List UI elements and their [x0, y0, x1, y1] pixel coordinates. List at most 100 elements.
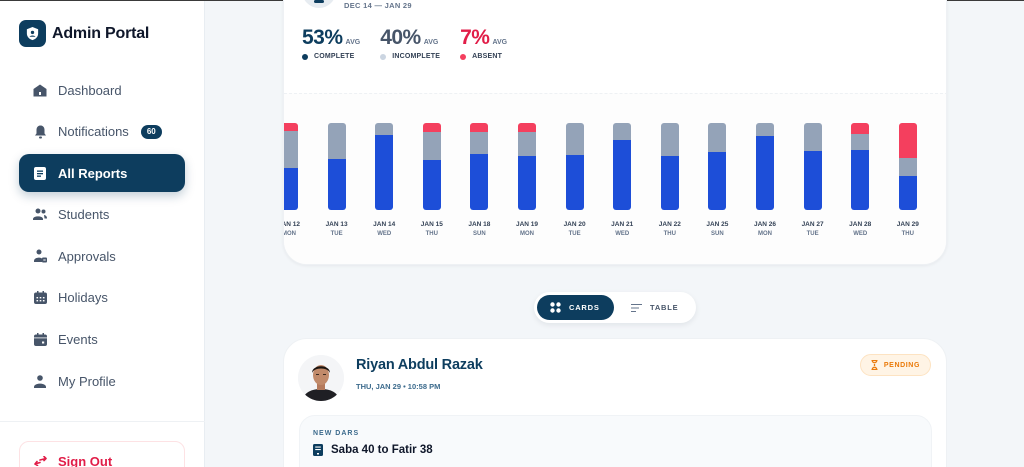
bar-day-label: THU [663, 231, 676, 237]
table-view-label: TABLE [650, 303, 679, 312]
bar-date-label: JAN 18 [468, 221, 491, 228]
bar-day-label: SUN [711, 231, 724, 237]
bar-segment-incomplete [470, 131, 489, 155]
stat-label: ABSENT [472, 53, 503, 60]
brand-title: Admin Portal [52, 24, 150, 42]
sidebar-divider [0, 421, 205, 422]
bar-segment-absent [898, 123, 917, 158]
stacked-bar[interactable] [518, 123, 536, 210]
bar-segment-incomplete [803, 123, 822, 151]
bar-date-label: JAN 13 [325, 221, 348, 228]
bar-segment-incomplete [898, 157, 917, 177]
bar-day-label: TUE [806, 231, 819, 237]
sidebar-item-label: All Reports [58, 165, 128, 181]
list-icon [631, 303, 642, 312]
bar-date-label: JAN 21 [611, 221, 634, 228]
sidebar-nav: Dashboard Notifications 60 All Reports S… [19, 71, 185, 404]
sidebar-item-approvals[interactable]: Approvals [19, 237, 185, 275]
stacked-bar[interactable] [565, 123, 584, 210]
bar-segment-absent [518, 123, 536, 132]
stacked-bar[interactable] [756, 123, 774, 210]
bar-date-label: JAN 27 [801, 221, 824, 228]
stacked-bar[interactable] [470, 123, 489, 210]
stat-value: 40% [380, 26, 421, 49]
bar-date-label: JAN 19 [515, 221, 539, 228]
stacked-bar[interactable] [708, 123, 727, 210]
report-timestamp: THU, JAN 29 • 10:58 PM [356, 382, 441, 391]
bar-segment-incomplete [660, 123, 679, 157]
legend-dot-absent [460, 53, 467, 60]
sidebar-item-notifications[interactable]: Notifications 60 [19, 113, 185, 151]
notification-count-badge: 60 [140, 124, 162, 139]
bar-segment-absent [470, 123, 489, 132]
report-card[interactable]: Riyan Abdul Razak THU, JAN 29 • 10:58 PM… [283, 338, 947, 467]
book-icon [313, 444, 323, 456]
stacked-bar[interactable] [422, 123, 441, 210]
stat-label: INCOMPLETE [392, 53, 441, 60]
bar-date-label: JAN 20 [563, 221, 586, 228]
bar-segment-complete [327, 158, 346, 210]
calendar-range-icon [302, 0, 336, 8]
stacked-bar[interactable] [327, 123, 346, 210]
attendance-summary-card: DEC 14 — JAN 29 53% AVG COMPLETE 40% AVG I… [283, 0, 947, 265]
calendar-icon [33, 333, 47, 347]
bar-day-label: MON [758, 231, 772, 237]
sidebar-item-label: Holidays [58, 290, 108, 306]
sidebar-item-label: Notifications [58, 124, 129, 140]
sidebar-item-students[interactable]: Students [19, 196, 185, 234]
sign-out-button[interactable]: Sign Out [19, 441, 185, 467]
table-view-button[interactable]: TABLE [614, 295, 678, 320]
bar-segment-absent [422, 123, 441, 132]
section-value: Saba 40 to Fatir 38 [331, 444, 433, 456]
bar-date-label: JAN 22 [658, 221, 681, 228]
sidebar-item-all-reports[interactable]: All Reports [19, 154, 185, 193]
report-icon [33, 166, 47, 180]
stacked-bar[interactable] [898, 123, 917, 210]
sidebar-item-label: Dashboard [58, 82, 122, 98]
user-icon [33, 374, 47, 388]
sidebar-item-events[interactable]: Events [19, 321, 185, 359]
stacked-bar[interactable] [851, 123, 870, 210]
bar-date-label: JAN 12 [284, 221, 301, 228]
brand[interactable]: Admin Portal [19, 20, 149, 47]
attendance-bar-chart[interactable]: JAN 12 MON JAN 13 TUE JAN 14 WED JAN 15 THU JAN … [284, 93, 946, 264]
stacked-bar[interactable] [803, 123, 822, 210]
sidebar-item-label: Events [58, 332, 98, 348]
student-name[interactable]: Riyan Abdul Razak [356, 357, 483, 373]
bar-date-label: JAN 25 [706, 221, 729, 228]
stacked-bar[interactable] [660, 123, 679, 210]
bar-segment-incomplete [422, 131, 441, 160]
bar-day-label: TUE [568, 231, 581, 237]
bar-date-label: JAN 14 [373, 221, 396, 228]
stacked-bar[interactable] [613, 123, 632, 210]
legend-dot-complete [302, 53, 308, 60]
sidebar-item-my-profile[interactable]: My Profile [19, 362, 185, 400]
bar-date-label: JAN 28 [849, 221, 872, 228]
sidebar-item-dashboard[interactable]: Dashboard [19, 71, 185, 109]
stat-value: 7% [460, 26, 490, 49]
stacked-bar[interactable] [284, 123, 298, 210]
legend-dot-incomplete [380, 53, 387, 60]
bar-day-label: WED [615, 231, 630, 237]
home-icon [33, 83, 47, 97]
stat-incomplete: 40% AVG INCOMPLETE [380, 26, 440, 60]
bar-segment-complete [422, 159, 441, 210]
date-range: DEC 14 — JAN 29 [344, 1, 412, 10]
shield-user-icon [19, 20, 46, 47]
stacked-bar[interactable] [375, 123, 394, 210]
cards-view-button[interactable]: CARDS [537, 295, 614, 320]
bar-segment-incomplete [756, 123, 774, 137]
stat-complete: 53% AVG COMPLETE [302, 26, 360, 60]
user-check-icon [33, 249, 47, 263]
sidebar-item-holidays[interactable]: Holidays [19, 279, 185, 317]
bar-day-label: SUN [473, 231, 486, 237]
sidebar-item-label: My Profile [58, 373, 116, 389]
section-label: NEW DARS [313, 430, 360, 437]
section-value-row: Saba 40 to Fatir 38 [313, 444, 433, 456]
bar-segment-complete [756, 136, 774, 210]
bar-segment-complete [470, 154, 489, 210]
users-icon [33, 208, 47, 222]
stat-label: COMPLETE [314, 53, 355, 60]
bar-segment-complete [284, 168, 298, 210]
stat-suffix: AVG [423, 39, 439, 46]
